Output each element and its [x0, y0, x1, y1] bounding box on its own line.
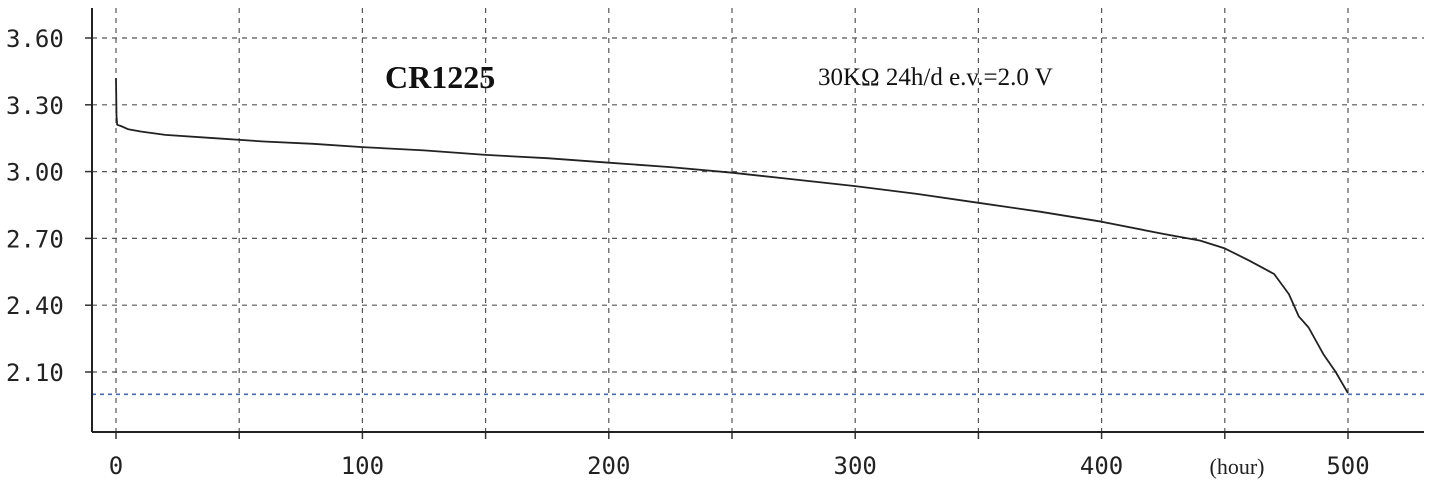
axes	[85, 8, 1424, 439]
x-tick-label: 100	[341, 452, 384, 480]
y-tick-label: 2.10	[6, 359, 64, 387]
x-tick-label: 200	[587, 452, 630, 480]
x-tick-label: 400	[1080, 452, 1123, 480]
y-tick-label: 3.60	[6, 25, 64, 53]
y-tick-label: 2.40	[6, 292, 64, 320]
x-unit-label: (hour)	[1210, 454, 1265, 479]
series-layer	[115, 78, 1349, 394]
x-tick-label: 500	[1326, 452, 1369, 480]
y-tick-label: 3.30	[6, 92, 64, 120]
grid	[92, 8, 1424, 432]
y-tick-label: 3.00	[6, 159, 64, 187]
x-tick-label: 300	[834, 452, 877, 480]
chart-subtitle: 30KΩ 24h/d e.v.=2.0 V	[818, 64, 1053, 91]
chart-title: CR1225	[385, 59, 495, 95]
discharge-curve	[115, 78, 1349, 394]
y-tick-label: 2.70	[6, 225, 64, 253]
labels: 3.60 3.30 3.00 2.70 2.40 2.10 0 100 200 300 400 500…	[6, 25, 1370, 480]
x-tick-label: 0	[109, 452, 123, 480]
